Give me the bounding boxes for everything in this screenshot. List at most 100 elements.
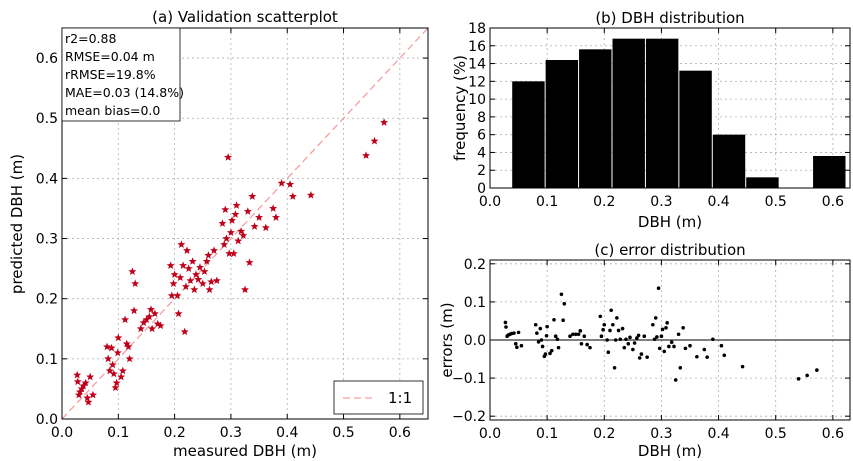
- error-point: [626, 342, 631, 346]
- b-y-tick-label: 8: [477, 110, 486, 126]
- panel-c-points: [503, 286, 819, 382]
- b-y-tick-label: 4: [477, 145, 486, 161]
- error-point: [504, 325, 508, 329]
- scatter-point: [183, 246, 191, 254]
- scatter-point: [148, 324, 157, 333]
- panel-c-x-ticks: 0.0 0.1 0.2 0.3 0.4 0.5 0.6: [479, 260, 844, 442]
- scatter-point: [229, 249, 238, 257]
- scatter-point: [118, 366, 127, 375]
- error-point: [616, 328, 621, 333]
- error-point: [539, 338, 544, 342]
- scatter-point: [192, 270, 201, 279]
- scatter-point: [255, 213, 264, 221]
- scatter-point: [232, 201, 241, 209]
- scatter-point: [74, 390, 83, 399]
- panel-c-y-label: errors (m): [438, 302, 456, 377]
- error-point: [796, 377, 801, 381]
- error-point: [662, 349, 667, 354]
- scatter-point: [184, 264, 193, 273]
- histogram-bar: [645, 38, 679, 188]
- c-x-tick-label: 0.0: [479, 426, 501, 442]
- b-y-tick-label: 16: [468, 39, 486, 55]
- scatter-point: [221, 205, 230, 214]
- panel-a-title: (a) Validation scatterplot: [152, 8, 338, 26]
- error-point: [516, 330, 521, 335]
- error-point: [805, 373, 809, 378]
- scatter-point: [156, 321, 165, 330]
- scatter-point: [200, 267, 209, 276]
- error-point: [669, 340, 674, 345]
- scatter-point: [243, 207, 252, 215]
- error-point: [622, 345, 627, 350]
- error-point: [642, 334, 647, 338]
- error-point: [611, 322, 615, 327]
- error-point: [519, 343, 524, 348]
- scatter-point: [142, 315, 151, 324]
- panel-b-x-label: DBH (m): [638, 213, 702, 231]
- scatter-point: [114, 333, 123, 342]
- error-point: [719, 343, 724, 348]
- error-point: [628, 335, 632, 340]
- b-y-tick-label: 2: [477, 163, 486, 179]
- b-y-tick-label: 10: [468, 92, 486, 108]
- scatter-point: [198, 279, 207, 288]
- scatter-point: [237, 227, 246, 235]
- scatter-point: [117, 372, 126, 381]
- panel-a-x-ticks: 0.0 0.1 0.2 0.3 0.4 0.5 0.6: [51, 28, 411, 441]
- error-point: [636, 333, 641, 338]
- error-point: [549, 348, 554, 353]
- one-to-one-line: [61, 27, 429, 420]
- c-x-tick-label: 0.4: [707, 426, 729, 442]
- error-point: [711, 337, 715, 342]
- scatter-point: [139, 318, 148, 327]
- stats-box: r2=0.88 RMSE=0.04 m rRMSE=19.8% MAE=0.03…: [61, 27, 184, 122]
- b-y-tick-label: 6: [477, 128, 486, 144]
- scatter-point: [380, 118, 389, 126]
- scatter-point: [362, 151, 371, 159]
- stat-rrmse: rRMSE=19.8%: [65, 67, 156, 82]
- scatter-point: [170, 270, 179, 279]
- scatter-point: [103, 342, 112, 351]
- scatter-point: [204, 251, 213, 259]
- error-point: [513, 342, 518, 346]
- histogram-bar: [712, 134, 746, 188]
- error-point: [540, 344, 545, 349]
- error-point: [667, 344, 671, 349]
- scatter-point: [250, 222, 259, 230]
- panel-b-title: (b) DBH distribution: [595, 9, 744, 27]
- c-y-tick-label: 0.2: [464, 257, 486, 273]
- scatter-point: [174, 309, 183, 318]
- error-point: [655, 335, 659, 339]
- error-point: [815, 368, 819, 372]
- c-x-tick-label: 0.5: [765, 426, 787, 442]
- error-point: [538, 326, 543, 331]
- a-x-tick-label: 0.4: [276, 425, 298, 441]
- error-point: [512, 331, 516, 335]
- error-point: [553, 334, 558, 338]
- histogram-bar: [612, 38, 645, 188]
- scatter-point: [125, 354, 134, 363]
- b-y-tick-label: 14: [468, 57, 486, 73]
- scatter-point: [130, 306, 139, 315]
- error-point: [676, 332, 681, 337]
- panel-c-x-label: DBH (m): [638, 442, 702, 460]
- scatter-point: [207, 277, 216, 286]
- scatter-point: [225, 249, 234, 257]
- scatter-point: [190, 285, 199, 294]
- a-x-tick-label: 0.6: [389, 425, 411, 441]
- error-point: [620, 326, 625, 331]
- scatter-point: [166, 261, 175, 270]
- error-point: [606, 350, 611, 354]
- a-x-tick-label: 0.5: [332, 425, 354, 441]
- scatter-point: [288, 192, 297, 200]
- a-y-tick-label: 0.0: [36, 412, 58, 428]
- scatter-point: [220, 240, 229, 248]
- a-y-tick-label: 0.3: [36, 232, 58, 248]
- scatter-point: [226, 228, 235, 236]
- stats-box-frame: [61, 27, 181, 122]
- error-point: [548, 351, 552, 356]
- scatter-point: [108, 360, 117, 369]
- a-y-tick-label: 0.5: [36, 111, 58, 127]
- error-point: [613, 338, 618, 342]
